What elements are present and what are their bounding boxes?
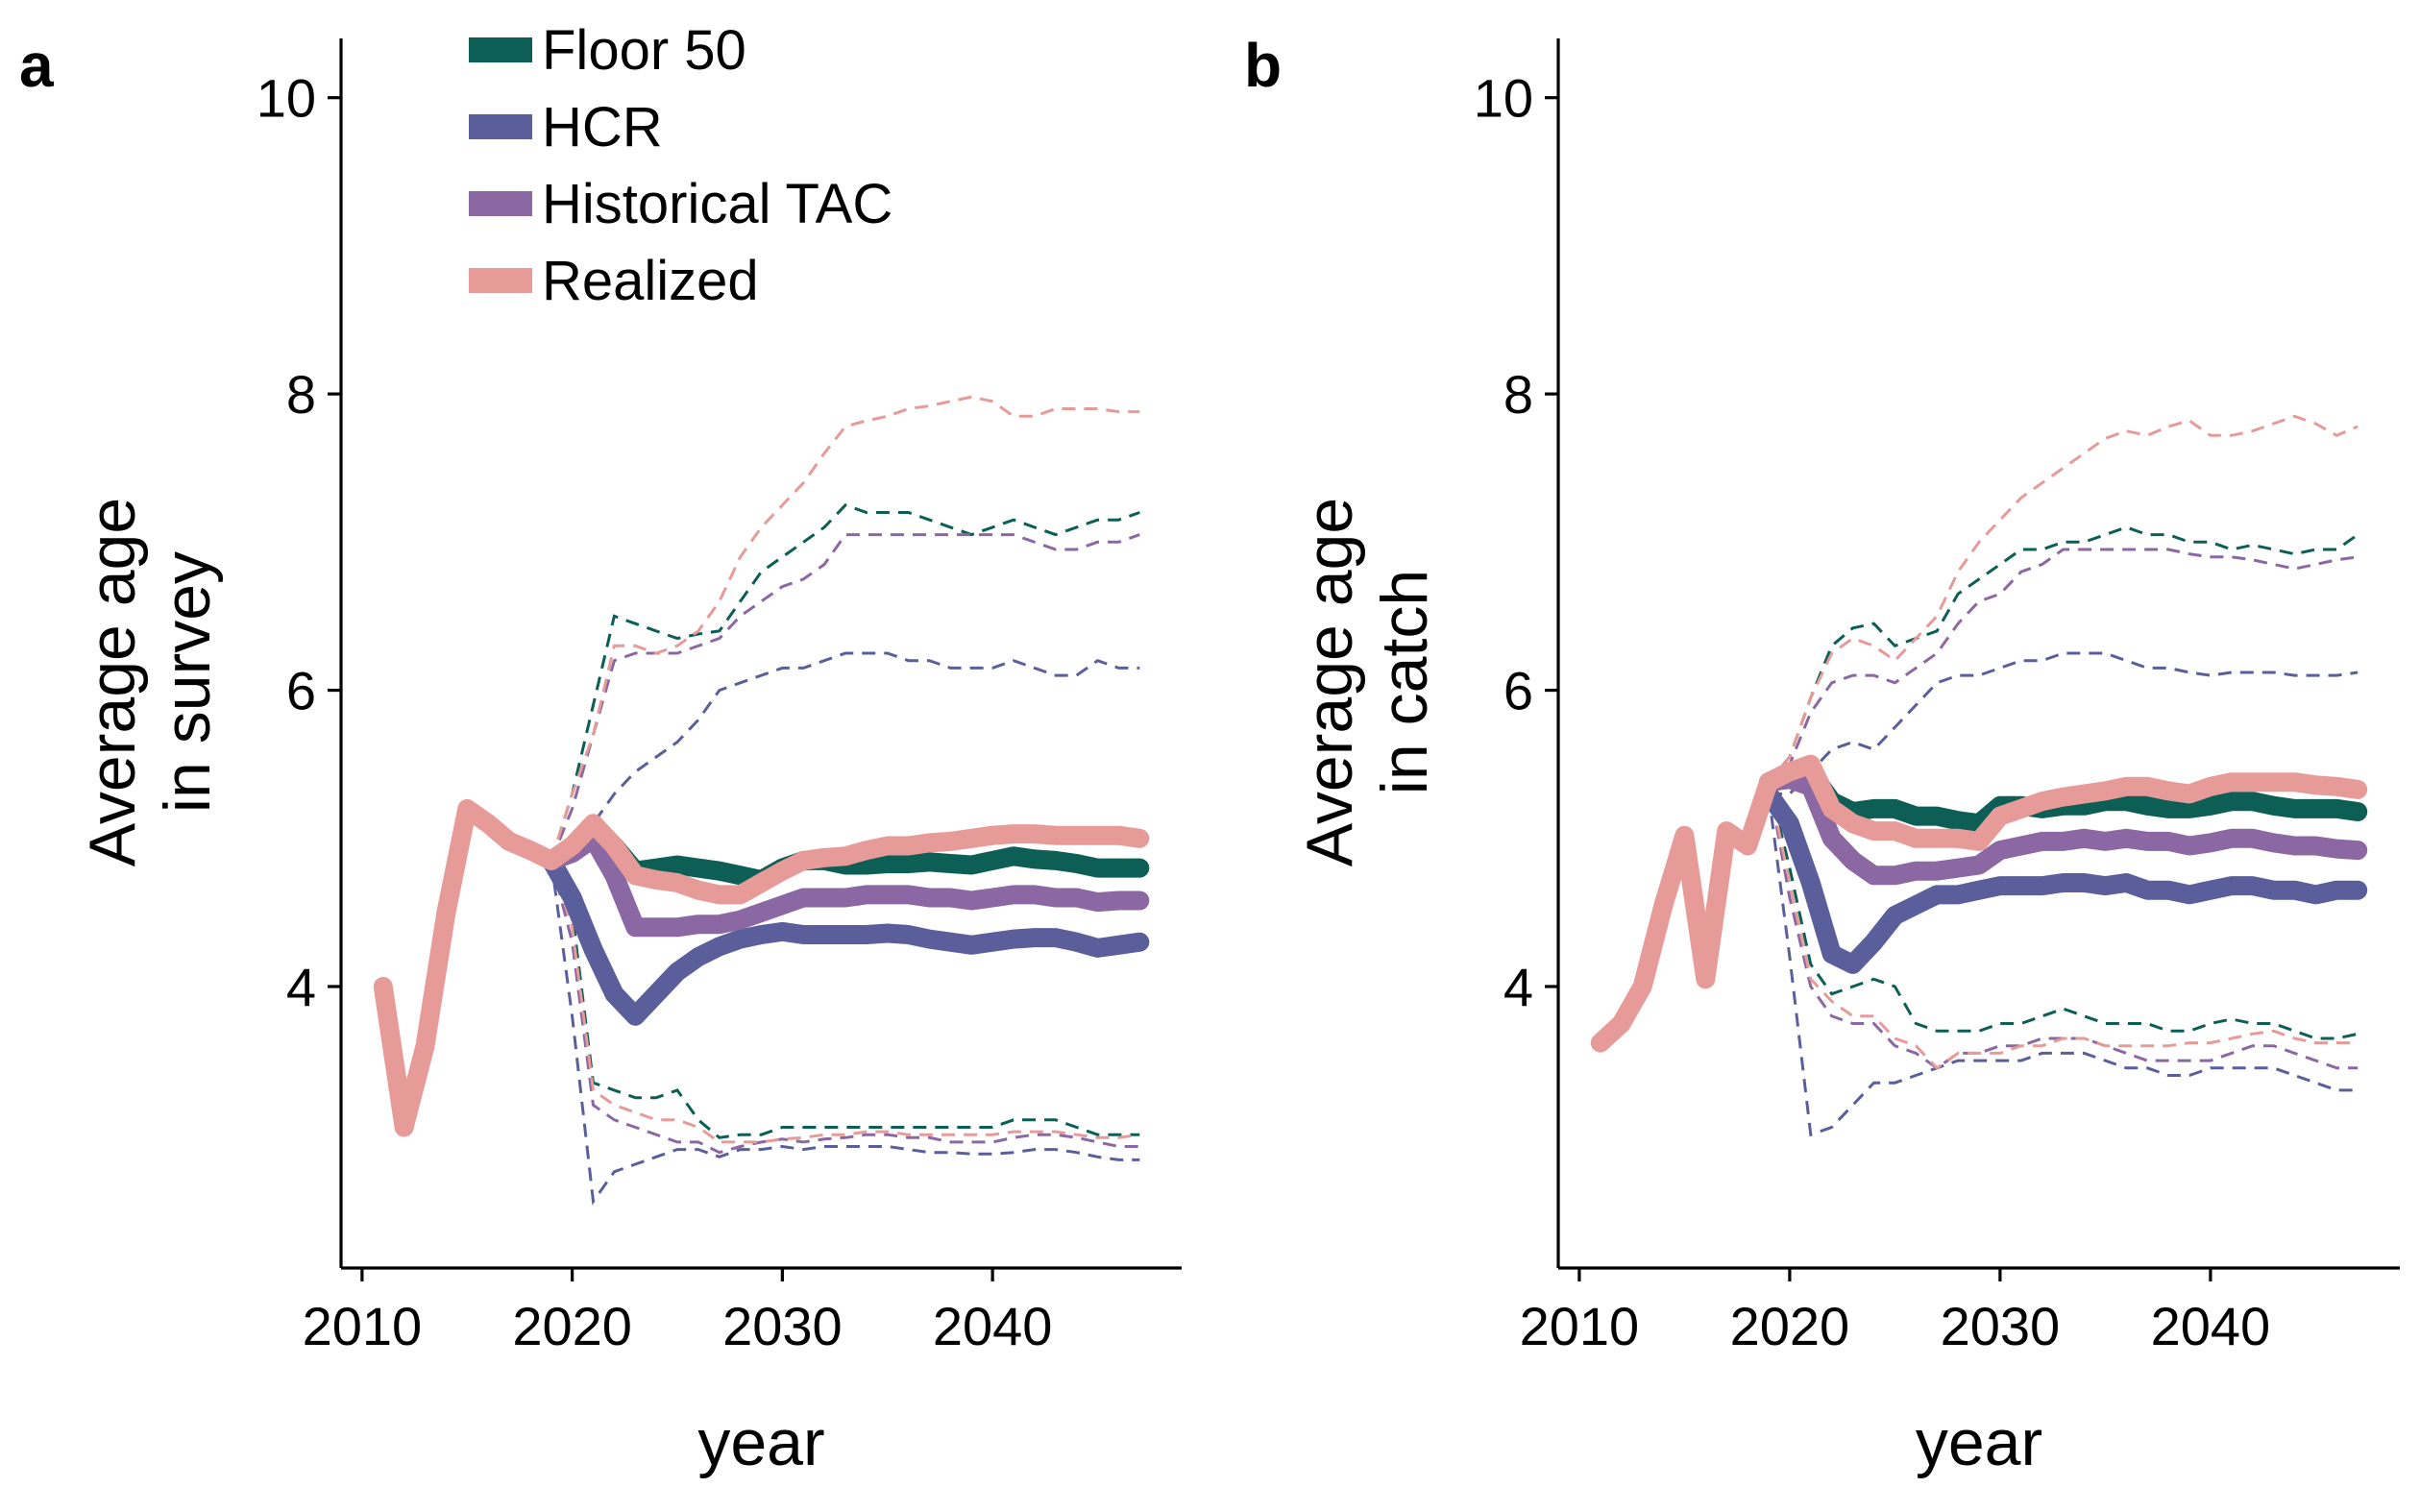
panel-b-hcr-upper-bound-line — [1769, 651, 2359, 795]
panel-a-x-tick-label-2020: 2020 — [512, 1296, 632, 1356]
panel-a-historical-tac-median-line — [541, 828, 1150, 938]
panel-b-historical-tac-upper-bound-line — [1768, 548, 2359, 784]
legend-label-historical-tac: Historical TAC — [542, 173, 892, 235]
legend-key-realized — [469, 268, 532, 293]
panel-b-y-axis-title-line-2: in catch — [1368, 570, 1441, 794]
panel-b-realized-lower-bound-line — [1767, 781, 2359, 1070]
panel-b-label: b — [1244, 31, 1282, 100]
panel-a-x-tick-label-2040: 2040 — [933, 1296, 1053, 1356]
panel-a-x-tick-label-2010: 2010 — [303, 1296, 423, 1356]
panel-a-label: a — [19, 31, 54, 100]
panel-a-floor-50-upper-bound-line — [550, 503, 1140, 862]
legend-key-historical-tac — [469, 191, 532, 216]
panel-a-historical-tac-lower-bound-line — [550, 860, 1140, 1155]
panel-a-realized-upper-bound-line — [550, 395, 1140, 862]
panel-b-historical-tac-median-line — [1759, 769, 2368, 886]
legend-label-floor-50: Floor 50 — [542, 19, 746, 82]
legend-key-floor-50 — [469, 37, 532, 62]
panel-a-realized-median-line — [541, 814, 1150, 905]
legend-label-hcr: HCR — [542, 96, 663, 159]
panel-b-x-tick-label-2030: 2030 — [1941, 1296, 2061, 1356]
panel-b-hcr-median-line — [1759, 784, 2368, 974]
panel-b-realized-history-line — [1590, 772, 1778, 1053]
panel-a: a 4 6 8 10 2010 2020 2030 2040 year Average age in … — [19, 31, 1182, 1479]
panel-a-y-tick-label-6: 6 — [286, 661, 316, 721]
panel-b-y-tick-label-10: 10 — [1474, 68, 1533, 129]
panel-b-y-tick-label-6: 6 — [1503, 661, 1533, 721]
panel-a-realized-lower-bound-line — [550, 860, 1140, 1144]
panel-b-x-tick-label-2040: 2040 — [2151, 1296, 2271, 1356]
panel-a-x-tick-label-2030: 2030 — [722, 1296, 843, 1356]
panel-a-y-tick-label-4: 4 — [286, 957, 316, 1017]
legend: Floor 50 HCR Historical TAC Realized — [469, 19, 892, 312]
legend-label-realized: Realized — [542, 250, 759, 312]
panel-a-historical-tac-upper-bound-line — [550, 533, 1140, 862]
panel-b-realized-median-line — [1759, 754, 2368, 851]
panel-b-x-tick-label-2010: 2010 — [1520, 1296, 1640, 1356]
panel-a-hcr-upper-bound-line — [550, 651, 1140, 863]
panel-b: b 4 6 8 10 2010 2020 2030 2040 year Average age in … — [1244, 31, 2400, 1479]
panel-b-y-tick-label-8: 8 — [1503, 364, 1533, 425]
panel-b-x-tick-label-2020: 2020 — [1730, 1296, 1850, 1356]
panel-a-realized-history-line — [373, 798, 561, 1137]
panel-b-floor-50-lower-bound-line — [1767, 781, 2359, 1040]
panel-a-x-axis-title: year — [697, 1406, 824, 1479]
panel-a-y-axis-title-line-2: in survey — [151, 551, 224, 813]
panel-a-y-axis-title-line-1: Average age — [76, 498, 149, 866]
panel-a-hcr-median-line — [541, 850, 1150, 1026]
panel-b-y-axis-title-line-1: Average age — [1293, 498, 1366, 866]
panel-b-floor-50-upper-bound-line — [1767, 525, 2359, 784]
panel-b-hcr-lower-bound-line — [1767, 793, 2359, 1137]
panel-b-x-axis-title: year — [1916, 1406, 2042, 1479]
panel-a-y-tick-label-10: 10 — [257, 68, 316, 129]
panel-a-y-tick-label-8: 8 — [286, 364, 316, 425]
panel-b-realized-upper-bound-line — [1767, 414, 2359, 784]
legend-key-hcr — [469, 114, 532, 139]
panel-b-y-tick-label-4: 4 — [1503, 957, 1533, 1017]
